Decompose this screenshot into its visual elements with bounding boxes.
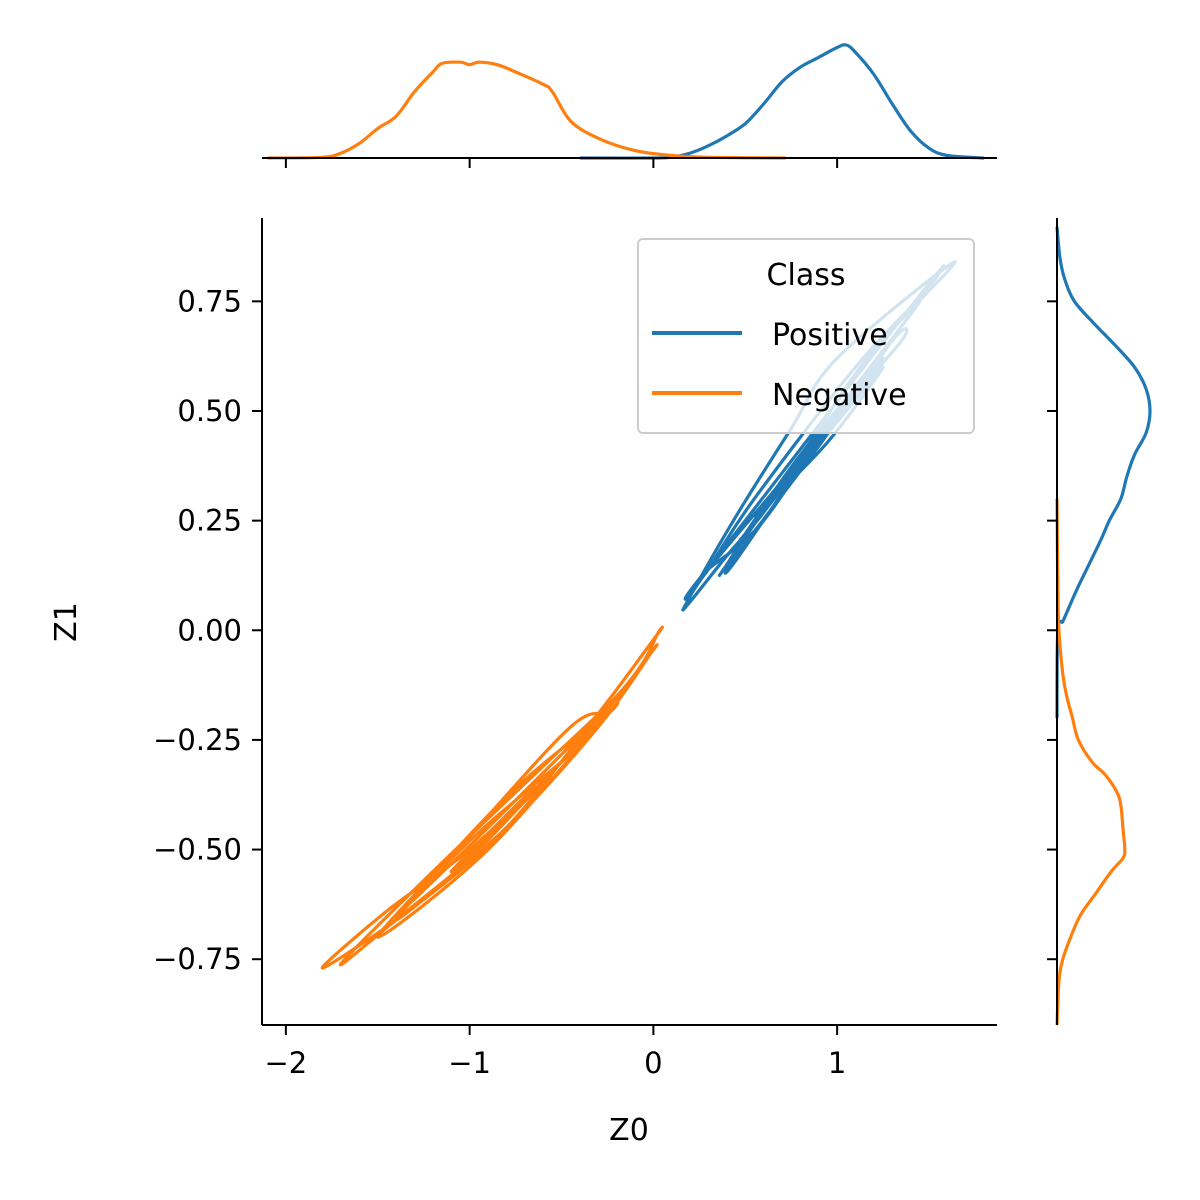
y-axis-label: Z1	[49, 602, 84, 642]
x-tick-label-0: −2	[265, 1046, 308, 1080]
kde-contour-negative-5	[449, 775, 553, 874]
legend-label-positive: Positive	[772, 318, 888, 353]
top-marginal-curve-positive	[579, 43, 985, 160]
right-marginal-ticks	[1047, 300, 1057, 961]
top-marginal-kde	[267, 43, 985, 160]
y-tick-label-0: −0.75	[153, 942, 242, 976]
y-tick-label-6: 0.75	[177, 284, 242, 318]
kde-contour-negative-0	[320, 625, 664, 970]
kde-contour-negative-4	[394, 749, 575, 922]
legend: Class Positive Negative	[637, 238, 975, 434]
y-tick-label-3: 0.00	[177, 613, 242, 647]
y-tick-label-1: −0.50	[153, 833, 242, 867]
x-tick-label-2: 0	[644, 1046, 662, 1080]
legend-title: Class	[767, 258, 846, 293]
top-marginal-ticks	[284, 158, 839, 168]
y-axis-ticks: −0.75 −0.50 −0.25 0.00 0.25 0.50 0.75	[153, 284, 262, 976]
y-tick-label-2: −0.25	[153, 723, 242, 757]
right-marginal-kde	[1055, 226, 1152, 1026]
right-marginal-curve-negative	[1055, 498, 1127, 1026]
legend-frame	[637, 238, 975, 434]
x-axis-label: Z0	[609, 1113, 649, 1148]
x-axis-ticks: −2 −1 0 1	[265, 1025, 846, 1080]
y-tick-label-5: 0.50	[177, 394, 242, 428]
y-tick-label-4: 0.25	[177, 504, 242, 538]
top-marginal-curve-negative	[267, 60, 786, 160]
legend-label-negative: Negative	[772, 378, 907, 413]
right-marginal-curve-positive	[1055, 226, 1152, 719]
x-tick-label-1: −1	[448, 1046, 491, 1080]
x-tick-label-3: 1	[828, 1046, 846, 1080]
